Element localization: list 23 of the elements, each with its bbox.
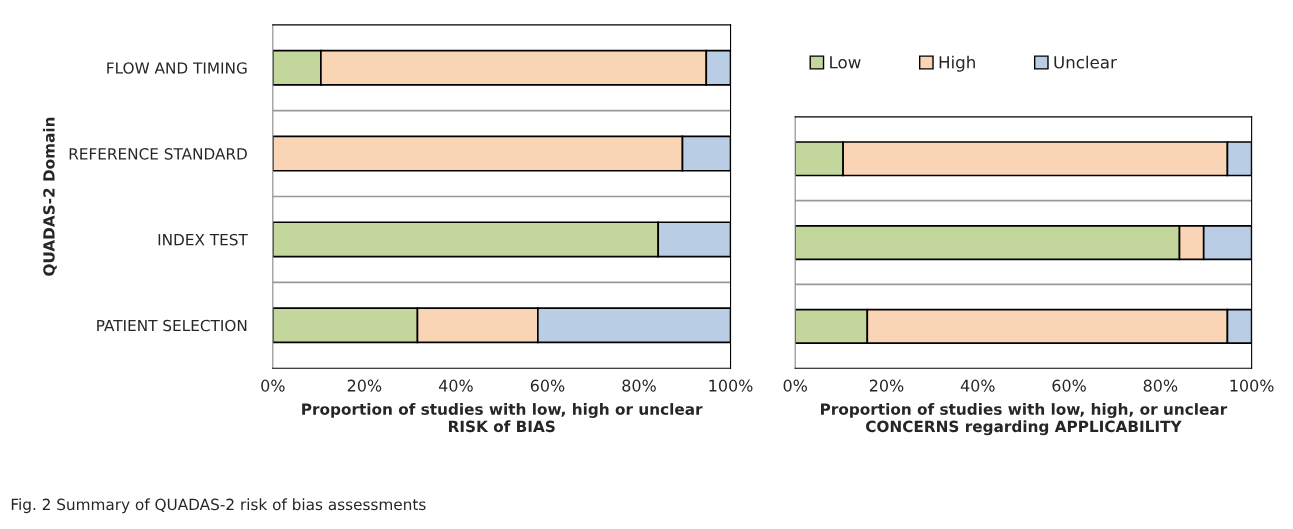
x-axis-title: Proportion of studies with low, high, or unclear CONCERNS regarding APPLICABILITY [821, 403, 1228, 436]
x-tick-label: 20% [869, 379, 904, 392]
y-tick-label: PATIENT SELECTION [97, 319, 247, 332]
caption: Fig. 2 Summary of QUADAS-2 risk of bias assessments [11, 498, 426, 514]
x-tick-label: 60% [530, 379, 565, 392]
y-tick-label: INDEX TEST [158, 233, 248, 246]
legend-label: Low [830, 56, 861, 69]
x-tick-label: 0% [783, 379, 807, 392]
x-tick-label: 100% [709, 379, 753, 392]
legend-label: High [939, 55, 975, 72]
x-axis-title: Proportion of studies with low, high or unclear RISK of BIAS [302, 403, 703, 433]
x-tick-label: 0% [261, 379, 285, 392]
x-tick-label: 80% [622, 379, 656, 392]
y-axis-title: QUADAS-2 Domain [42, 117, 57, 276]
x-tick-label: 80% [1143, 379, 1178, 392]
x-tick-label: 20% [347, 379, 382, 392]
x-tick-label: 100% [1230, 379, 1274, 392]
x-tick-label: 40% [438, 379, 473, 392]
y-tick-label: FLOW AND TIMING [107, 62, 247, 74]
y-tick-label: REFERENCE STANDARD [69, 148, 247, 160]
x-tick-label: 60% [1052, 379, 1086, 392]
legend-label: Unclear [1054, 55, 1117, 69]
x-tick-label: 40% [960, 379, 995, 392]
